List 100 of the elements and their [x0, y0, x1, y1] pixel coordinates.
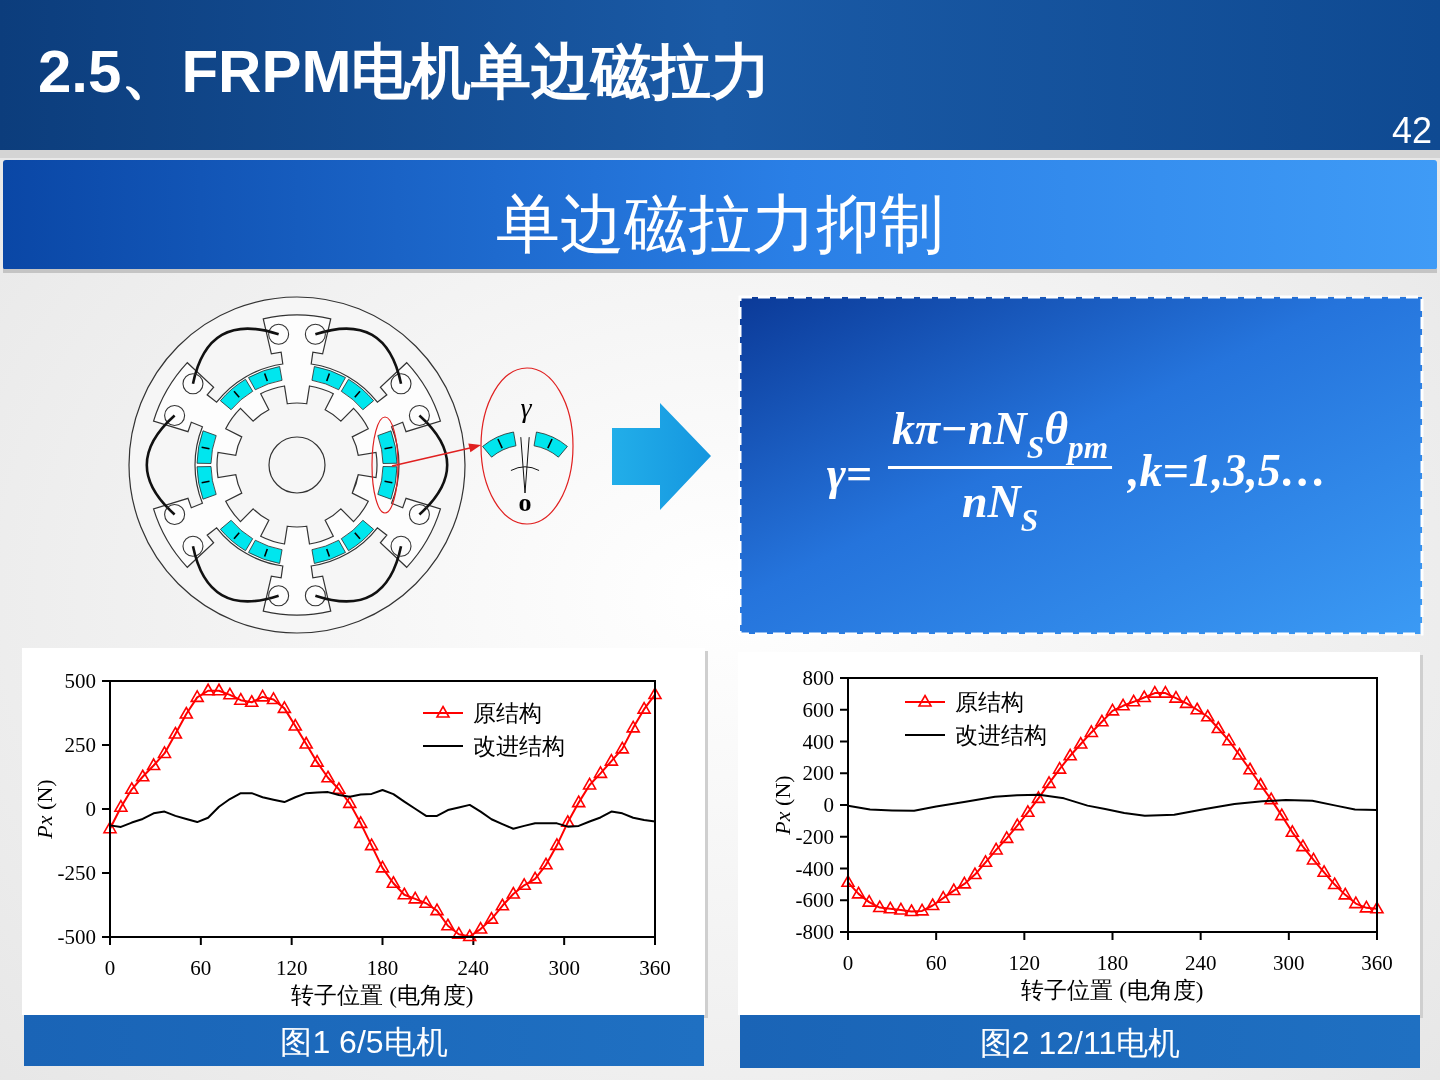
x-tick-label: 360: [639, 956, 671, 980]
point: [212, 683, 226, 696]
point: [1370, 901, 1384, 914]
point: [517, 877, 531, 891]
point: [1021, 805, 1035, 818]
point: [872, 900, 887, 913]
text: γ: [520, 392, 533, 423]
point: [114, 799, 128, 813]
point: [1010, 818, 1025, 831]
point: [999, 831, 1014, 844]
y-tick-label: 200: [802, 761, 834, 786]
point: [190, 690, 204, 703]
point: [571, 795, 586, 808]
point: [936, 890, 951, 903]
y-tick-label: 400: [802, 729, 834, 754]
text: 图1 6/5电机: [280, 1023, 448, 1060]
text: 图2 12/11电机: [979, 1024, 1181, 1061]
x-tick-label: 300: [548, 956, 580, 980]
y-axis-title: Px (N): [769, 775, 795, 836]
point: [978, 855, 993, 868]
point: [582, 777, 597, 790]
point: [375, 860, 390, 873]
text: kπ−nN$_{S}$θ$_{pm}$: [891, 403, 1109, 465]
point: [1338, 887, 1353, 900]
point: [626, 720, 640, 733]
point: [321, 770, 335, 783]
point: [332, 781, 346, 795]
point: [255, 689, 270, 702]
text: nN$_{S}$: [961, 476, 1039, 538]
x-tick-label: 120: [275, 956, 308, 980]
point: [1359, 900, 1374, 913]
text: 2.5、FRPM电机单边磁拉力: [38, 38, 772, 105]
point: [1243, 762, 1257, 775]
point: [1095, 714, 1109, 727]
point: [1031, 791, 1046, 804]
point: [915, 903, 929, 916]
point: [862, 894, 876, 907]
y-tick-label: 600: [802, 697, 834, 722]
point: [1296, 839, 1310, 852]
y-tick-label: 500: [64, 669, 96, 693]
point: [430, 903, 444, 916]
point: [452, 926, 466, 939]
point: [1169, 690, 1183, 703]
x-axis-title: 转子位置 (电角度): [1021, 978, 1204, 1003]
y-tick-label: 0: [823, 793, 834, 817]
point: [550, 838, 564, 851]
point: [957, 876, 972, 889]
point: [146, 758, 161, 771]
point: [343, 796, 357, 809]
text: ,k=1,3,5…: [1127, 445, 1327, 496]
point: [1349, 896, 1363, 909]
point: [277, 701, 292, 714]
point: [234, 692, 248, 705]
legend-label: 原结构: [473, 701, 542, 726]
point: [157, 746, 172, 759]
point: [299, 736, 313, 749]
point: [1211, 721, 1226, 734]
point: [1063, 748, 1077, 761]
point: [364, 838, 379, 851]
point: [310, 754, 324, 767]
point: [506, 886, 521, 899]
point: [851, 886, 866, 899]
point: [223, 687, 237, 700]
point: [968, 867, 982, 880]
legend-label: 原结构: [955, 690, 1024, 715]
x-tick-label: 240: [1184, 951, 1217, 975]
point: [989, 842, 1003, 855]
point: [904, 904, 919, 917]
point: [648, 687, 662, 700]
y-tick-label: -200: [795, 824, 834, 849]
y-tick-label: -800: [795, 920, 834, 944]
x-tick-label: 0: [104, 956, 116, 980]
point: [1274, 808, 1289, 821]
point: [1285, 825, 1300, 838]
point: [408, 891, 422, 904]
x-tick-label: 180: [1096, 951, 1129, 975]
point: [1306, 852, 1321, 865]
y-tick-label: -400: [795, 856, 834, 881]
point: [1105, 703, 1120, 716]
point: [841, 875, 855, 888]
point: [462, 929, 477, 942]
y-tick-label: -600: [795, 888, 834, 913]
text: γ=: [826, 448, 872, 499]
point: [1148, 685, 1162, 698]
point: [528, 871, 542, 884]
point: [397, 887, 412, 900]
point: [441, 918, 455, 931]
point: [484, 911, 499, 924]
y-axis-title: Px (N): [31, 779, 57, 840]
point: [473, 921, 488, 934]
point: [288, 718, 303, 731]
point: [1052, 761, 1067, 774]
point: [1253, 777, 1268, 790]
point: [495, 898, 510, 911]
x-axis-title: 转子位置 (电角度): [291, 983, 474, 1008]
legend-label: 改进结构: [955, 723, 1047, 748]
point: [168, 726, 183, 739]
point: [593, 766, 608, 779]
point: [1116, 698, 1130, 711]
point: [353, 816, 368, 829]
